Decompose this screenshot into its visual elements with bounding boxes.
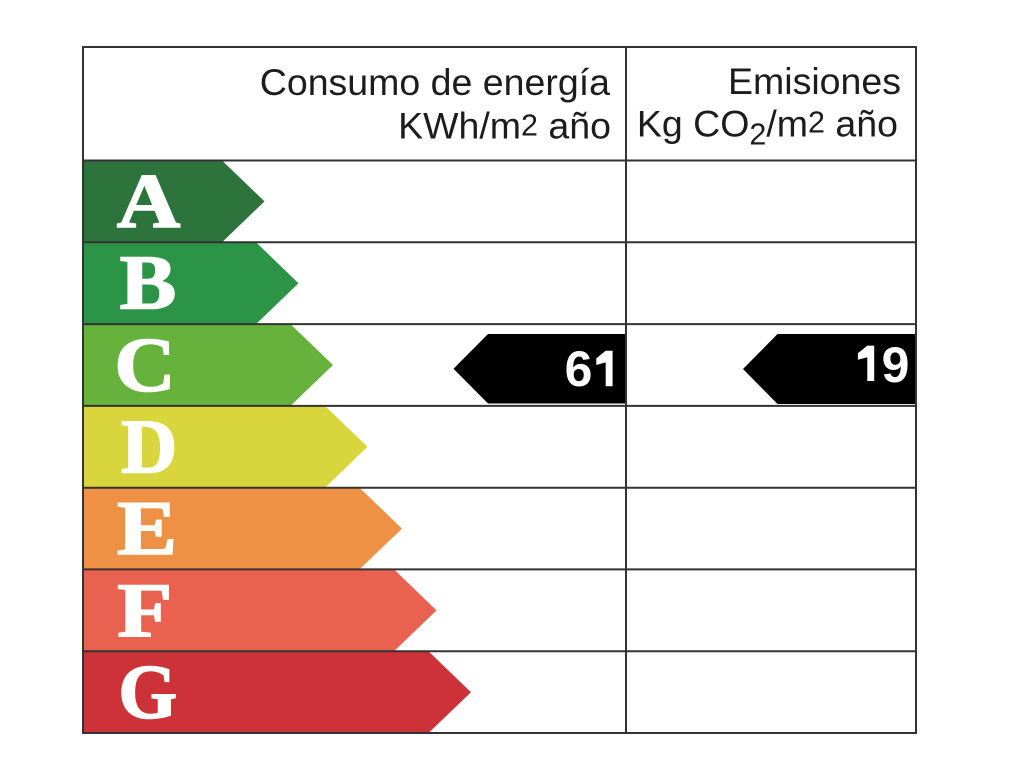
svg-text:D: D xyxy=(121,404,177,490)
svg-text:Consumo de energía: Consumo de energía xyxy=(260,61,610,103)
svg-text:A: A xyxy=(117,158,181,244)
svg-text:Kg CO2/m2 año: Kg CO2/m2 año xyxy=(637,103,898,152)
svg-text:6: 6 xyxy=(565,341,593,397)
svg-text:E: E xyxy=(117,486,177,571)
svg-text:9: 9 xyxy=(882,337,910,393)
svg-text:G: G xyxy=(118,650,177,735)
svg-text:Emisiones: Emisiones xyxy=(728,60,901,102)
svg-text:F: F xyxy=(117,568,172,653)
svg-text:B: B xyxy=(120,240,177,326)
svg-text:C: C xyxy=(114,322,175,408)
svg-text:KWh/m2 año: KWh/m2 año xyxy=(398,105,611,147)
